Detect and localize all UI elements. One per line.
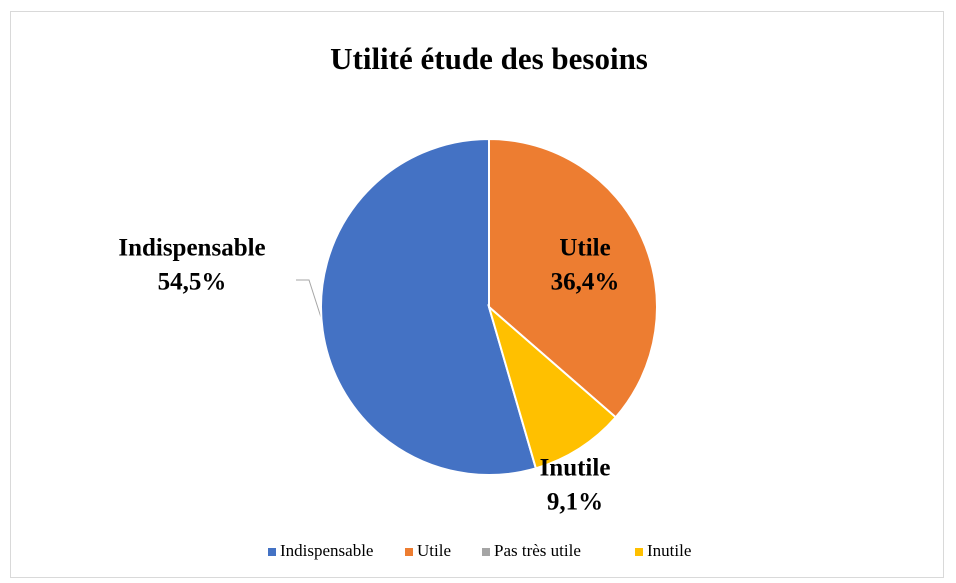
data-label-name: Inutile xyxy=(540,455,611,482)
legend-label: Inutile xyxy=(647,541,691,560)
data-label-value: 36,4% xyxy=(551,269,620,296)
legend-swatch xyxy=(268,548,276,556)
legend-swatch xyxy=(635,548,643,556)
legend-swatch xyxy=(405,548,413,556)
legend-label: Pas très utile xyxy=(494,541,581,560)
legend-label: Utile xyxy=(417,541,451,560)
chart-title: Utilité étude des besoins xyxy=(330,41,648,76)
pie-slice xyxy=(488,137,658,419)
pie-slice xyxy=(487,304,618,470)
data-label-value: 54,5% xyxy=(158,269,227,296)
legend-swatch xyxy=(482,548,490,556)
pie-slice xyxy=(320,137,538,476)
legend-label: Indispensable xyxy=(280,541,373,560)
data-label-value: 9,1% xyxy=(547,489,603,516)
data-label-name: Indispensable xyxy=(118,235,265,262)
data-label-name: Utile xyxy=(559,235,610,262)
